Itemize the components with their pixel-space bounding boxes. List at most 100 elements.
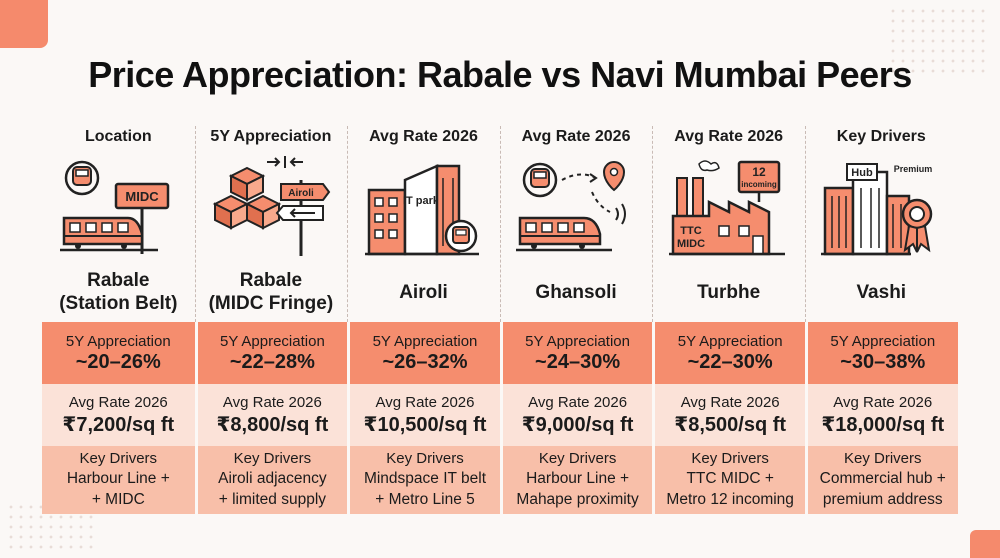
rate-cell: Avg Rate 2026 ₹18,000/sq ft bbox=[804, 384, 958, 446]
drivers-cell: Key Drivers Airoli adjacency + limited s… bbox=[194, 446, 348, 514]
drivers-label: Key Drivers bbox=[538, 450, 617, 468]
drivers-label: Key Drivers bbox=[79, 450, 158, 468]
train-midc-icon: MIDC bbox=[42, 152, 195, 264]
drivers-label: Key Drivers bbox=[233, 450, 312, 468]
appreciation-cell: 5Y Appreciation ~22–30% bbox=[652, 322, 805, 384]
rate-cell: Avg Rate 2026 ₹8,500/sq ft bbox=[652, 384, 805, 446]
column-header: Key Drivers bbox=[836, 128, 926, 145]
comparison-grid: Location MIDC Rabale (Station Belt bbox=[42, 126, 958, 518]
location-name: Ghansoli bbox=[500, 264, 653, 322]
appreciation-value: ~30–38% bbox=[840, 350, 926, 373]
rate-value: ₹9,000/sq ft bbox=[521, 413, 634, 436]
svg-text:12: 12 bbox=[752, 165, 766, 179]
drivers-cell: Key Drivers Commercial hub + premium add… bbox=[804, 446, 958, 514]
hub-premium-icon: Hub Premium bbox=[805, 152, 958, 264]
rate-cell: Avg Rate 2026 ₹8,800/sq ft bbox=[194, 384, 348, 446]
drivers-line1: Mindspace IT belt bbox=[363, 470, 487, 488]
svg-text:TTC: TTC bbox=[680, 225, 701, 237]
appreciation-label: 5Y Appreciation bbox=[677, 332, 783, 350]
appreciation-value: ~20–26% bbox=[75, 350, 161, 373]
location-name: Rabale (MIDC Fringe) bbox=[195, 264, 348, 322]
drivers-label: Key Drivers bbox=[386, 450, 464, 468]
appreciation-label: 5Y Appreciation bbox=[219, 332, 325, 350]
location-name: Turbhe bbox=[652, 264, 805, 322]
location-line2: (MIDC Fringe) bbox=[208, 293, 334, 314]
svg-text:Airoli: Airoli bbox=[288, 188, 314, 199]
location-line1: Ghansoli bbox=[535, 281, 617, 303]
rate-value: ₹8,800/sq ft bbox=[216, 413, 329, 436]
dot-pattern bbox=[888, 6, 988, 76]
svg-text:incoming: incoming bbox=[741, 180, 777, 189]
drivers-line1: Harbour Line + bbox=[526, 470, 630, 488]
drivers-cell: Key Drivers Harbour Line + Mahape proxim… bbox=[499, 446, 653, 514]
drivers-line1: TTC MIDC + bbox=[686, 470, 774, 488]
location-line1: Vashi bbox=[856, 281, 907, 303]
svg-text:Premium: Premium bbox=[894, 164, 933, 174]
drivers-line1: Airoli adjacency bbox=[218, 470, 327, 488]
rate-label: Avg Rate 2026 bbox=[833, 393, 933, 411]
column-header: Location bbox=[84, 128, 152, 145]
column-ghansoli: Avg Rate 2026 bbox=[499, 126, 653, 518]
page-title: Price Appreciation: Rabale vs Navi Mumba… bbox=[88, 54, 912, 95]
rate-cell: Avg Rate 2026 ₹7,200/sq ft bbox=[42, 384, 195, 446]
rate-label: Avg Rate 2026 bbox=[68, 393, 168, 411]
rate-label: Avg Rate 2026 bbox=[528, 393, 628, 411]
appreciation-cell: 5Y Appreciation ~20–26% bbox=[42, 322, 195, 384]
rate-cell: Avg Rate 2026 ₹9,000/sq ft bbox=[499, 384, 653, 446]
drivers-line2: + limited supply bbox=[218, 490, 327, 508]
appreciation-label: 5Y Appreciation bbox=[65, 332, 171, 350]
drivers-label: Key Drivers bbox=[844, 450, 922, 468]
rate-label: Avg Rate 2026 bbox=[680, 393, 780, 411]
appreciation-cell: 5Y Appreciation ~24–30% bbox=[499, 322, 653, 384]
rate-cell: Avg Rate 2026 ₹10,500/sq ft bbox=[347, 384, 500, 446]
location-line2: (Station Belt) bbox=[59, 293, 178, 314]
column-vashi: Key Drivers Hub Premium bbox=[804, 126, 958, 518]
factory-icon: 12 incoming TTC MIDC bbox=[652, 152, 805, 264]
column-turbhe: Avg Rate 2026 12 incoming TTC MIDC Turbh… bbox=[652, 126, 805, 518]
column-header: 5Y Appreciation bbox=[210, 128, 332, 145]
appreciation-label: 5Y Appreciation bbox=[372, 332, 478, 350]
drivers-line2: + MIDC bbox=[91, 490, 145, 508]
corner-accent bbox=[0, 0, 48, 48]
rate-label: Avg Rate 2026 bbox=[222, 393, 322, 411]
column-rabale-midc: 5Y Appreciation Airoli bbox=[194, 126, 348, 518]
corner-accent bbox=[970, 530, 1000, 558]
appreciation-label: 5Y Appreciation bbox=[525, 332, 630, 350]
boxes-signpost-icon: Airoli bbox=[195, 152, 348, 264]
appreciation-cell: 5Y Appreciation ~26–32% bbox=[347, 322, 500, 384]
svg-text:MIDC: MIDC bbox=[126, 189, 160, 204]
column-airoli: Avg Rate 2026 IT park bbox=[347, 126, 500, 518]
column-rabale-station: Location MIDC Rabale (Station Belt bbox=[42, 126, 195, 518]
svg-text:Hub: Hub bbox=[852, 167, 874, 179]
drivers-line2: Mahape proximity bbox=[516, 490, 639, 508]
drivers-cell: Key Drivers Harbour Line + + MIDC bbox=[42, 446, 195, 514]
rate-value: ₹18,000/sq ft bbox=[821, 413, 945, 436]
drivers-line1: Commercial hub + bbox=[819, 470, 946, 488]
rate-value: ₹7,200/sq ft bbox=[62, 413, 175, 436]
rate-value: ₹8,500/sq ft bbox=[674, 413, 787, 436]
appreciation-value: ~24–30% bbox=[535, 350, 621, 373]
location-line1: Turbhe bbox=[697, 281, 761, 303]
svg-text:MIDC: MIDC bbox=[677, 238, 705, 250]
location-line1: Airoli bbox=[399, 281, 448, 303]
appreciation-value: ~22–28% bbox=[229, 350, 315, 373]
location-name: Vashi bbox=[805, 264, 958, 322]
drivers-line2: premium address bbox=[822, 490, 943, 508]
drivers-cell: Key Drivers Mindspace IT belt + Metro Li… bbox=[347, 446, 500, 514]
rate-value: ₹10,500/sq ft bbox=[363, 413, 487, 436]
train-route-icon bbox=[500, 152, 653, 264]
appreciation-label: 5Y Appreciation bbox=[830, 332, 936, 350]
location-line1: Rabale bbox=[87, 270, 150, 292]
location-name: Airoli bbox=[347, 264, 500, 322]
drivers-line2: Metro 12 incoming bbox=[666, 490, 794, 508]
rate-label: Avg Rate 2026 bbox=[375, 393, 475, 411]
svg-text:IT park: IT park bbox=[403, 195, 440, 207]
column-header: Avg Rate 2026 bbox=[521, 128, 631, 145]
appreciation-cell: 5Y Appreciation ~22–28% bbox=[194, 322, 348, 384]
location-line1: Rabale bbox=[239, 270, 303, 292]
drivers-line1: Harbour Line + bbox=[66, 470, 170, 488]
column-header: Avg Rate 2026 bbox=[674, 128, 784, 145]
appreciation-cell: 5Y Appreciation ~30–38% bbox=[804, 322, 958, 384]
column-header: Avg Rate 2026 bbox=[369, 128, 478, 145]
it-park-icon: IT park bbox=[347, 152, 500, 264]
